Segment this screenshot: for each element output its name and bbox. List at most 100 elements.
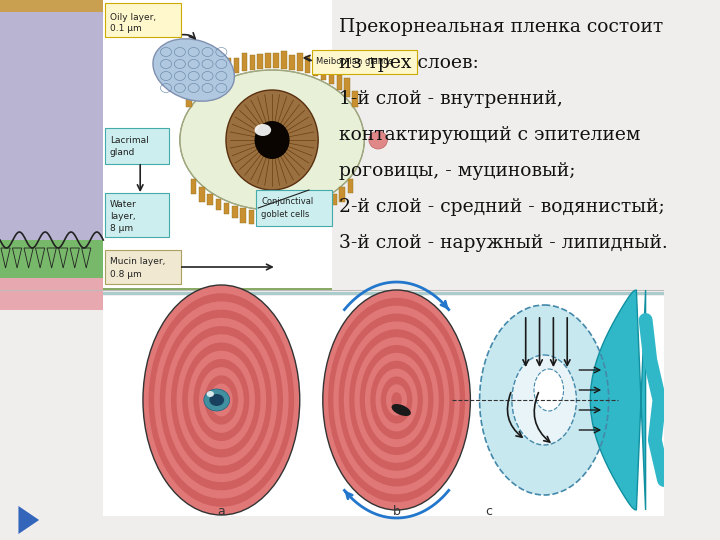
Text: Lacrimal: Lacrimal xyxy=(109,136,148,145)
Ellipse shape xyxy=(255,124,271,136)
FancyBboxPatch shape xyxy=(105,3,181,37)
Ellipse shape xyxy=(148,293,294,507)
Polygon shape xyxy=(1,248,10,268)
Ellipse shape xyxy=(255,121,289,159)
Bar xyxy=(103,296,664,516)
Bar xyxy=(226,58,231,76)
Bar xyxy=(0,12,103,240)
Bar xyxy=(266,53,271,68)
Ellipse shape xyxy=(370,361,423,439)
Ellipse shape xyxy=(480,305,608,495)
Bar xyxy=(202,72,207,90)
Bar xyxy=(0,278,103,310)
Ellipse shape xyxy=(338,314,454,487)
FancyBboxPatch shape xyxy=(105,193,168,237)
Text: контактирующий с эпителием: контактирующий с эпителием xyxy=(339,126,641,144)
Ellipse shape xyxy=(381,376,413,423)
Bar xyxy=(289,56,294,70)
Ellipse shape xyxy=(365,353,428,447)
Bar xyxy=(0,0,103,12)
Ellipse shape xyxy=(180,70,364,210)
Ellipse shape xyxy=(210,383,233,416)
Text: goblet cells: goblet cells xyxy=(261,210,310,219)
Ellipse shape xyxy=(176,334,266,465)
Text: 0.8 μm: 0.8 μm xyxy=(109,270,142,279)
Bar xyxy=(194,81,199,97)
Bar xyxy=(282,51,287,69)
Bar xyxy=(348,179,354,193)
FancyBboxPatch shape xyxy=(105,250,181,284)
FancyBboxPatch shape xyxy=(312,50,417,74)
Bar xyxy=(234,58,239,73)
Bar xyxy=(339,187,345,202)
Ellipse shape xyxy=(512,355,577,445)
Bar xyxy=(315,203,320,218)
Text: 2-й слой - средний - водянистый;: 2-й слой - средний - водянистый; xyxy=(339,198,665,216)
Text: Conjunctival: Conjunctival xyxy=(261,197,313,206)
Text: layer,: layer, xyxy=(109,212,135,221)
Ellipse shape xyxy=(171,326,271,474)
Bar xyxy=(290,210,295,224)
Text: 3-й слой - наружный - липидный.: 3-й слой - наружный - липидный. xyxy=(339,234,668,252)
Polygon shape xyxy=(47,248,56,268)
Text: Oily layer,: Oily layer, xyxy=(109,13,156,22)
Ellipse shape xyxy=(344,321,449,478)
Bar xyxy=(210,70,215,84)
Ellipse shape xyxy=(369,131,387,149)
Bar xyxy=(344,78,350,97)
Bar xyxy=(199,187,204,202)
Ellipse shape xyxy=(534,369,564,411)
Bar xyxy=(282,211,287,225)
Bar xyxy=(224,203,230,214)
Ellipse shape xyxy=(204,389,230,411)
Text: gland: gland xyxy=(109,148,135,157)
Text: b: b xyxy=(392,505,400,518)
Text: 0.1 μm: 0.1 μm xyxy=(109,24,142,33)
Bar xyxy=(305,56,310,73)
Ellipse shape xyxy=(226,90,318,190)
Bar xyxy=(307,206,312,218)
Ellipse shape xyxy=(194,359,249,441)
Polygon shape xyxy=(24,248,33,268)
Text: из трех слоев:: из трех слоев: xyxy=(339,54,479,72)
Polygon shape xyxy=(19,506,39,534)
Bar xyxy=(323,199,328,210)
Bar xyxy=(297,53,302,71)
Ellipse shape xyxy=(143,285,300,515)
Text: Meibomian glands: Meibomian glands xyxy=(316,57,393,66)
Bar xyxy=(265,212,271,225)
Bar xyxy=(232,206,238,218)
Bar xyxy=(240,208,246,223)
FancyBboxPatch shape xyxy=(256,190,332,226)
Ellipse shape xyxy=(199,367,244,433)
Polygon shape xyxy=(35,248,45,268)
Bar xyxy=(103,0,332,290)
Ellipse shape xyxy=(386,384,407,416)
Bar xyxy=(186,89,192,107)
Text: a: a xyxy=(217,505,225,518)
Bar xyxy=(274,212,279,225)
Ellipse shape xyxy=(391,392,402,408)
Polygon shape xyxy=(70,248,79,268)
Ellipse shape xyxy=(188,350,255,449)
Text: Water: Water xyxy=(109,200,137,209)
Ellipse shape xyxy=(328,298,465,502)
Bar xyxy=(312,60,318,76)
Bar xyxy=(103,292,664,295)
Bar xyxy=(331,194,337,205)
Bar xyxy=(320,63,326,80)
Ellipse shape xyxy=(323,290,470,510)
Bar xyxy=(336,76,342,90)
Ellipse shape xyxy=(360,345,433,455)
Bar xyxy=(103,288,332,290)
Bar xyxy=(248,210,254,224)
Bar xyxy=(328,68,334,84)
Text: Прекорнеальная пленка состоит: Прекорнеальная пленка состоит xyxy=(339,18,664,36)
Text: роговицы, - муциновый;: роговицы, - муциновый; xyxy=(339,162,576,180)
Bar xyxy=(258,55,263,69)
Bar xyxy=(352,91,358,107)
Bar xyxy=(218,63,223,80)
Bar xyxy=(257,211,263,223)
Ellipse shape xyxy=(376,369,418,431)
Bar xyxy=(298,208,304,222)
